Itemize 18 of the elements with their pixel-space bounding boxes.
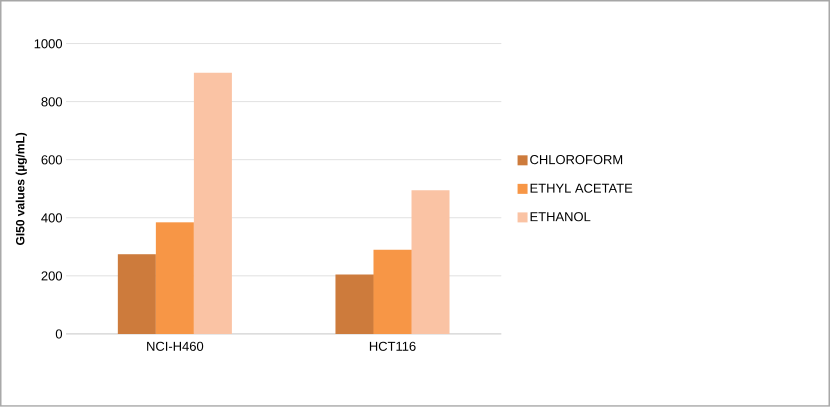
y-tick-label: 800 bbox=[41, 97, 62, 107]
y-tick-label: 200 bbox=[42, 271, 62, 281]
x-tick-label: HCT116 bbox=[370, 342, 416, 352]
bar bbox=[156, 222, 194, 334]
bar bbox=[194, 72, 232, 334]
legend-label: ETHYL ACETATE bbox=[530, 184, 632, 193]
x-tick-label: NCI-H460 bbox=[147, 342, 204, 352]
y-tick-label: 600 bbox=[42, 155, 62, 165]
bar bbox=[373, 250, 412, 334]
legend-label: CHLOROFORM bbox=[530, 155, 622, 164]
bar bbox=[412, 190, 450, 334]
legend-label: ETHANOL bbox=[530, 212, 590, 222]
y-tick-label: 0 bbox=[56, 329, 62, 339]
y-axis-title: GI50 values (µg/mL) bbox=[16, 132, 27, 246]
bar bbox=[335, 274, 374, 334]
bar bbox=[118, 254, 156, 334]
y-tick-label: 400 bbox=[41, 213, 62, 223]
y-tick-label: 1000 bbox=[34, 39, 62, 48]
